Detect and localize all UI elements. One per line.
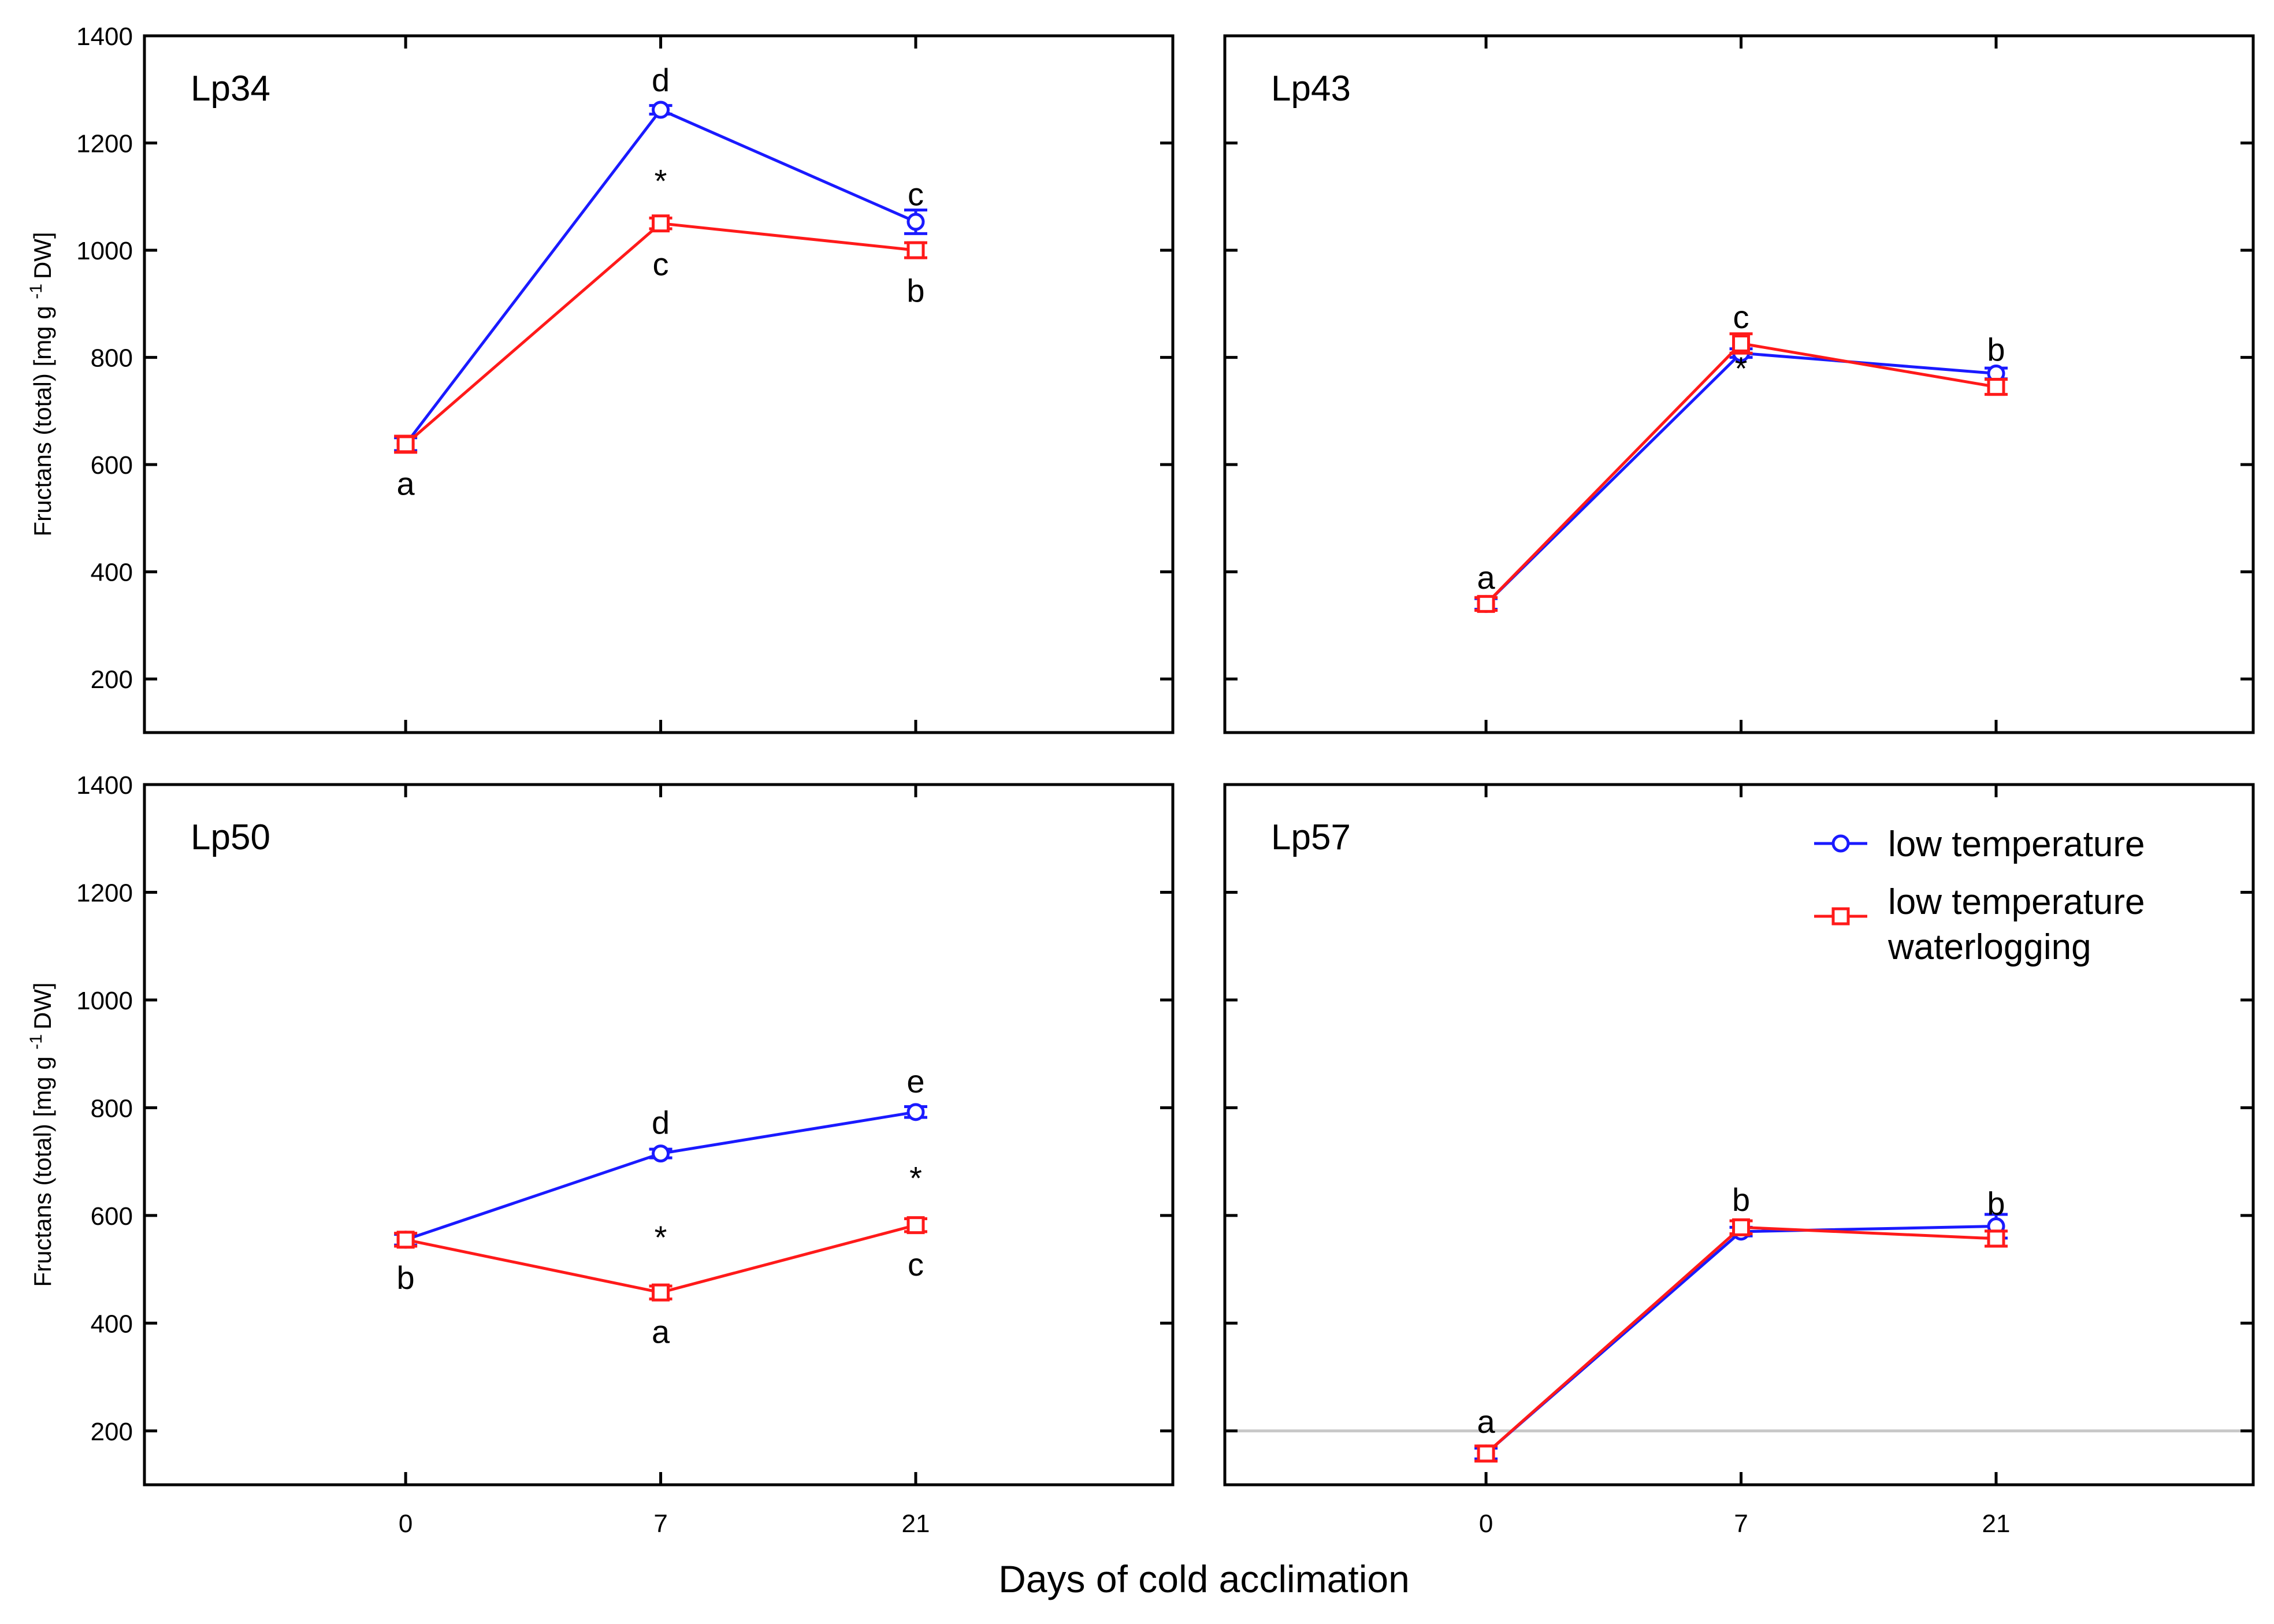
- significance-label: c: [908, 176, 924, 213]
- y-axis-label-superscript: -1: [27, 1034, 46, 1050]
- y-axis-label-main: Fructans (total) [mg g: [29, 299, 56, 537]
- x-tick-label: 7: [653, 1510, 667, 1538]
- panel-lp43: Lp43 c * a b: [1223, 34, 2255, 734]
- data-point: [1732, 334, 1751, 352]
- data-point: [906, 1103, 925, 1121]
- x-axis-label: Days of cold acclimation: [998, 1558, 1410, 1600]
- y-tick-label: 800: [91, 344, 133, 373]
- significance-label: c: [653, 246, 669, 282]
- x-tick-label: 7: [1734, 1510, 1748, 1538]
- y-axis-label-unit: DW]: [29, 232, 56, 279]
- significance-label: b: [1732, 1181, 1750, 1218]
- significance-label: b: [397, 1259, 415, 1296]
- plot-frame: [1223, 783, 2255, 1487]
- legend-label: low temperature: [1888, 824, 2145, 864]
- significance-label: a: [1477, 559, 1496, 596]
- significance-label: b: [1987, 332, 2005, 368]
- y-tick-label: 200: [91, 666, 133, 694]
- data-point: [1477, 1444, 1495, 1463]
- significance-label: e: [906, 1063, 924, 1099]
- data-point: [1987, 1229, 2005, 1248]
- data-point: [652, 1144, 670, 1163]
- y-axis-label-main: Fructans (total) [mg g: [29, 1050, 56, 1287]
- significance-label: b: [906, 273, 924, 309]
- significance-label: *: [655, 162, 667, 199]
- y-tick-label: 600: [91, 1202, 133, 1231]
- plot-frame: [143, 34, 1175, 734]
- y-tick-label: 1000: [76, 987, 133, 1015]
- y-tick-label: 1400: [76, 771, 133, 800]
- y-axis-label-unit: DW]: [29, 982, 56, 1030]
- y-tick-label: 1000: [76, 237, 133, 265]
- y-tick-label: 1400: [76, 23, 133, 51]
- panel-title: Lp57: [1271, 817, 1351, 857]
- y-axis-label-superscript: -1: [27, 284, 46, 299]
- y-axis-label: Fructans (total) [mg g -1 DW]: [27, 982, 56, 1287]
- significance-label: d: [652, 62, 670, 98]
- significance-label: c: [908, 1246, 924, 1283]
- x-tick-label: 21: [1982, 1510, 2011, 1538]
- panel-title: Lp50: [191, 817, 270, 857]
- y-tick-label: 1200: [76, 879, 133, 907]
- series-line: [1485, 351, 1997, 605]
- data-point: [652, 101, 670, 119]
- significance-label: b: [1987, 1185, 2005, 1221]
- y-tick-label: 600: [91, 451, 133, 480]
- y-tick-label: 400: [91, 559, 133, 587]
- y-tick-label: 800: [91, 1094, 133, 1123]
- x-tick-label: 0: [1479, 1510, 1493, 1538]
- data-point: [396, 1231, 415, 1249]
- panel-lp34: 200 400 600 800 1000 1200 1400 Lp34 d * c a c b: [76, 23, 1175, 734]
- y-tick-label: 1200: [76, 130, 133, 158]
- data-point: [652, 1283, 670, 1302]
- panel-lp57: 0 7 21 Lp57 a b b: [1223, 783, 2255, 1538]
- panel-lp50: 200 400 600 800 1000 1200 1400 0 7 21 Lp50 d * a b e * c: [76, 771, 1175, 1538]
- plot-frame: [1223, 34, 2255, 734]
- significance-label: c: [1733, 299, 1749, 335]
- series-line: [1485, 1224, 1997, 1455]
- data-point: [906, 1216, 925, 1235]
- significance-label: *: [909, 1160, 922, 1196]
- panel-title: Lp34: [191, 69, 270, 109]
- data-point: [906, 213, 925, 231]
- y-tick-label: 400: [91, 1310, 133, 1338]
- data-point: [1987, 378, 2005, 396]
- legend: low temperature low temperature waterloggi…: [1814, 824, 2145, 967]
- data-point: [1732, 1218, 1751, 1236]
- series-line: [1485, 1225, 1997, 1455]
- significance-label: d: [652, 1105, 670, 1141]
- legend-label: waterlogging: [1887, 927, 2091, 967]
- significance-label: *: [655, 1219, 667, 1255]
- panel-title: Lp43: [1271, 69, 1351, 109]
- data-point: [396, 435, 415, 454]
- legend-marker: [1831, 834, 1850, 853]
- significance-label: a: [1477, 1403, 1496, 1440]
- legend-label: low temperature: [1888, 882, 2145, 922]
- significance-label: a: [652, 1313, 670, 1350]
- x-tick-label: 21: [902, 1510, 930, 1538]
- y-axis-label: Fructans (total) [mg g -1 DW]: [27, 232, 56, 536]
- significance-label: a: [397, 466, 415, 502]
- significance-label: *: [1735, 350, 1748, 387]
- y-tick-label: 200: [91, 1418, 133, 1446]
- data-point: [906, 241, 925, 259]
- plot-frame: [143, 783, 1175, 1487]
- data-point: [1477, 594, 1495, 613]
- legend-marker: [1831, 907, 1850, 926]
- x-tick-label: 0: [399, 1510, 413, 1538]
- data-point: [652, 214, 670, 233]
